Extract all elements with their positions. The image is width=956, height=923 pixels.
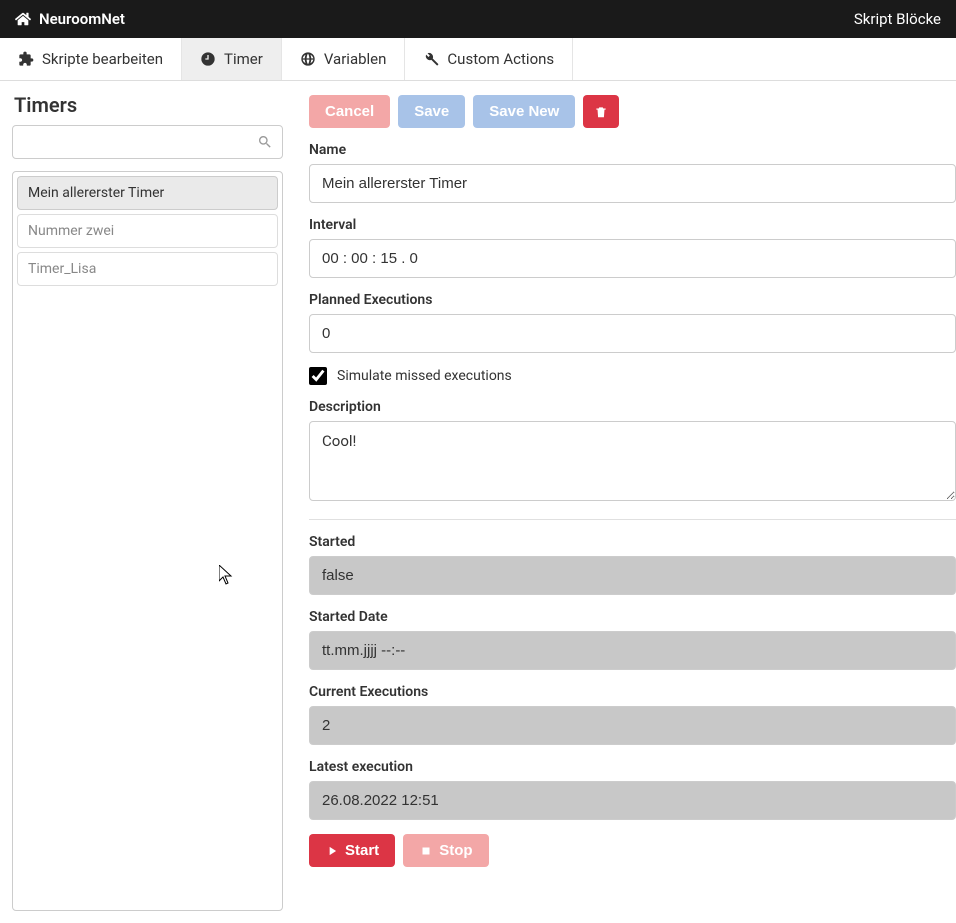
save-button[interactable]: Save bbox=[398, 95, 465, 128]
started-date-input bbox=[309, 631, 956, 670]
search-input[interactable] bbox=[12, 125, 283, 159]
tab-label: Timer bbox=[224, 50, 263, 68]
timer-item[interactable]: Timer_Lisa bbox=[17, 252, 278, 286]
timer-item[interactable]: Nummer zwei bbox=[17, 214, 278, 248]
tab-variables[interactable]: Variablen bbox=[282, 38, 406, 80]
tab-label: Variablen bbox=[324, 50, 387, 68]
description-label: Description bbox=[309, 399, 956, 415]
current-executions-label: Current Executions bbox=[309, 684, 956, 700]
run-buttons: Start Stop bbox=[309, 834, 956, 867]
puzzle-icon bbox=[18, 51, 34, 67]
started-label: Started bbox=[309, 534, 956, 550]
action-buttons: Cancel Save Save New bbox=[309, 95, 956, 128]
start-button[interactable]: Start bbox=[309, 834, 395, 867]
tab-timer[interactable]: Timer bbox=[182, 38, 282, 80]
content: Cancel Save Save New Name Interval Plann… bbox=[295, 81, 956, 923]
interval-input[interactable] bbox=[309, 239, 956, 278]
latest-execution-label: Latest execution bbox=[309, 759, 956, 775]
globe-icon bbox=[300, 51, 316, 67]
wrench-icon bbox=[423, 51, 439, 67]
search bbox=[12, 125, 283, 159]
play-icon bbox=[325, 844, 339, 858]
tab-label: Skripte bearbeiten bbox=[42, 50, 163, 68]
name-label: Name bbox=[309, 142, 956, 158]
stop-label: Stop bbox=[439, 842, 472, 859]
interval-label: Interval bbox=[309, 217, 956, 233]
planned-executions-label: Planned Executions bbox=[309, 292, 956, 308]
sidebar-heading: Timers bbox=[12, 93, 283, 117]
brand-text: NeuroomNet bbox=[39, 10, 125, 28]
topbar: NeuroomNet Skript Blöcke bbox=[0, 0, 956, 38]
brand[interactable]: NeuroomNet bbox=[15, 10, 125, 28]
clock-icon bbox=[200, 51, 216, 67]
description-input[interactable]: Cool! bbox=[309, 421, 956, 501]
topbar-right[interactable]: Skript Blöcke bbox=[854, 10, 941, 28]
stop-icon bbox=[419, 844, 433, 858]
trash-icon bbox=[594, 105, 608, 119]
started-date-label: Started Date bbox=[309, 609, 956, 625]
tab-label: Custom Actions bbox=[447, 50, 554, 68]
start-label: Start bbox=[345, 842, 379, 859]
delete-button[interactable] bbox=[583, 95, 619, 128]
name-input[interactable] bbox=[309, 164, 956, 203]
planned-executions-input[interactable] bbox=[309, 314, 956, 353]
started-input bbox=[309, 556, 956, 595]
search-icon[interactable] bbox=[257, 134, 273, 150]
tabs: Skripte bearbeiten Timer Variablen Custo… bbox=[0, 38, 956, 81]
timer-list: Mein allererster Timer Nummer zwei Timer… bbox=[12, 171, 283, 911]
timer-item[interactable]: Mein allererster Timer bbox=[17, 176, 278, 210]
simulate-checkbox[interactable] bbox=[309, 367, 327, 385]
sidebar: Timers Mein allererster Timer Nummer zwe… bbox=[0, 81, 295, 923]
separator bbox=[309, 519, 956, 520]
tab-custom-actions[interactable]: Custom Actions bbox=[405, 38, 573, 80]
tab-scripts[interactable]: Skripte bearbeiten bbox=[0, 38, 182, 80]
home-icon bbox=[15, 11, 31, 27]
stop-button[interactable]: Stop bbox=[403, 834, 488, 867]
current-executions-input bbox=[309, 706, 956, 745]
save-new-button[interactable]: Save New bbox=[473, 95, 575, 128]
cancel-button[interactable]: Cancel bbox=[309, 95, 390, 128]
latest-execution-input bbox=[309, 781, 956, 820]
simulate-label: Simulate missed executions bbox=[337, 368, 512, 384]
main: Timers Mein allererster Timer Nummer zwe… bbox=[0, 81, 956, 923]
